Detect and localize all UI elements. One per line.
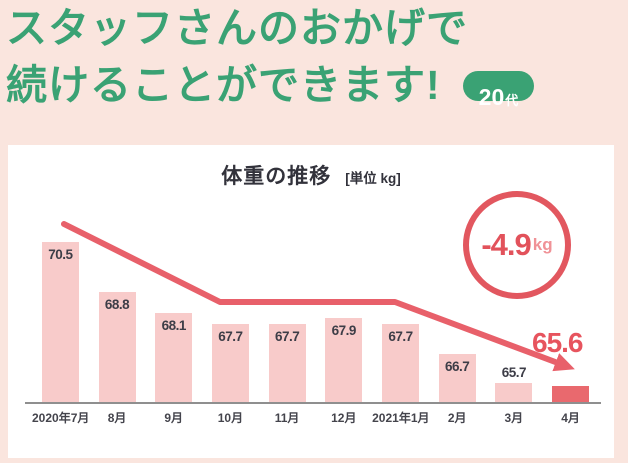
x-axis-label: 2月 <box>447 411 467 425</box>
final-weight-label: 65.6 <box>532 327 583 358</box>
weight-bar: 67.7 <box>268 324 306 404</box>
age-badge-suffix: 代 <box>505 92 519 108</box>
bar-value-label: 68.1 <box>161 318 187 333</box>
bar-column: 67.9 <box>315 318 372 404</box>
age-badge-number: 20 <box>478 83 505 110</box>
weight-bar: 67.9 <box>325 318 363 404</box>
bar-value-label: 67.7 <box>218 329 243 344</box>
weight-bar <box>495 383 533 404</box>
weight-bar: 67.7 <box>211 324 249 404</box>
bar-value-label: 67.9 <box>331 323 357 338</box>
weight-loss-circle-badge: -4.9 kg <box>463 191 571 299</box>
chart-card: 体重の推移 [単位 kg] 70.5 68.8 68.1 67.7 67.7 67.9 67… <box>8 145 614 458</box>
x-axis-label: 3月 <box>504 411 524 425</box>
headline-line2: 続けることができます! <box>6 62 441 108</box>
bar-column: 68.1 <box>145 313 202 404</box>
bar-value-label: 67.7 <box>388 329 413 344</box>
weight-bar: 66.7 <box>438 354 476 404</box>
chart-title: 体重の推移 <box>221 165 332 188</box>
weight-bar: 67.7 <box>381 324 419 404</box>
chart-unit-label: [単位 kg] <box>345 171 401 186</box>
chart-title-row: 体重の推移 [単位 kg] <box>8 160 614 190</box>
weight-loss-unit: kg <box>532 235 553 254</box>
x-axis-labels: 2020年7月 8月 9月 10月 11月 12月 2021年1月 2月 3月 4月 <box>32 409 599 426</box>
weight-loss-value: -4.9 <box>481 227 531 262</box>
bar-column: 65.7 <box>486 365 543 404</box>
bar-column: 70.5 <box>32 242 89 404</box>
bar-column <box>542 386 599 404</box>
weight-bar: 68.8 <box>98 292 136 404</box>
x-axis-label: 4月 <box>561 411 580 425</box>
weight-bar <box>552 386 590 404</box>
bar-column: 67.7 <box>202 324 259 404</box>
headline-line1: スタッフさんのおかげで <box>6 5 468 51</box>
x-axis-label: 8月 <box>107 411 127 425</box>
bar-column: 66.7 <box>429 354 486 404</box>
weight-bar: 68.1 <box>155 313 193 404</box>
x-axis-label: 2021年1月 <box>372 411 430 425</box>
bar-column: 68.8 <box>89 292 146 404</box>
x-axis-label: 10月 <box>217 411 244 425</box>
headline: スタッフさんのおかげで 続けることができます! 20 代 <box>6 0 622 114</box>
x-axis-line <box>25 402 601 404</box>
bar-value-label: 70.5 <box>48 247 73 262</box>
weight-bar: 70.5 <box>41 242 79 404</box>
bar-value-label: 65.7 <box>501 365 527 380</box>
bar-column: 67.7 <box>259 324 316 404</box>
x-axis-label: 11月 <box>274 411 300 425</box>
bar-value-label: 68.8 <box>104 297 130 312</box>
bar-value-label: 66.7 <box>445 359 470 374</box>
x-axis-label: 2020年7月 <box>32 411 90 425</box>
x-axis-label: 9月 <box>164 411 184 425</box>
x-axis-label: 12月 <box>331 411 357 425</box>
bar-value-label: 67.7 <box>274 329 300 344</box>
age-group-badge: 20 代 <box>462 70 535 110</box>
bar-column: 67.7 <box>372 324 429 404</box>
